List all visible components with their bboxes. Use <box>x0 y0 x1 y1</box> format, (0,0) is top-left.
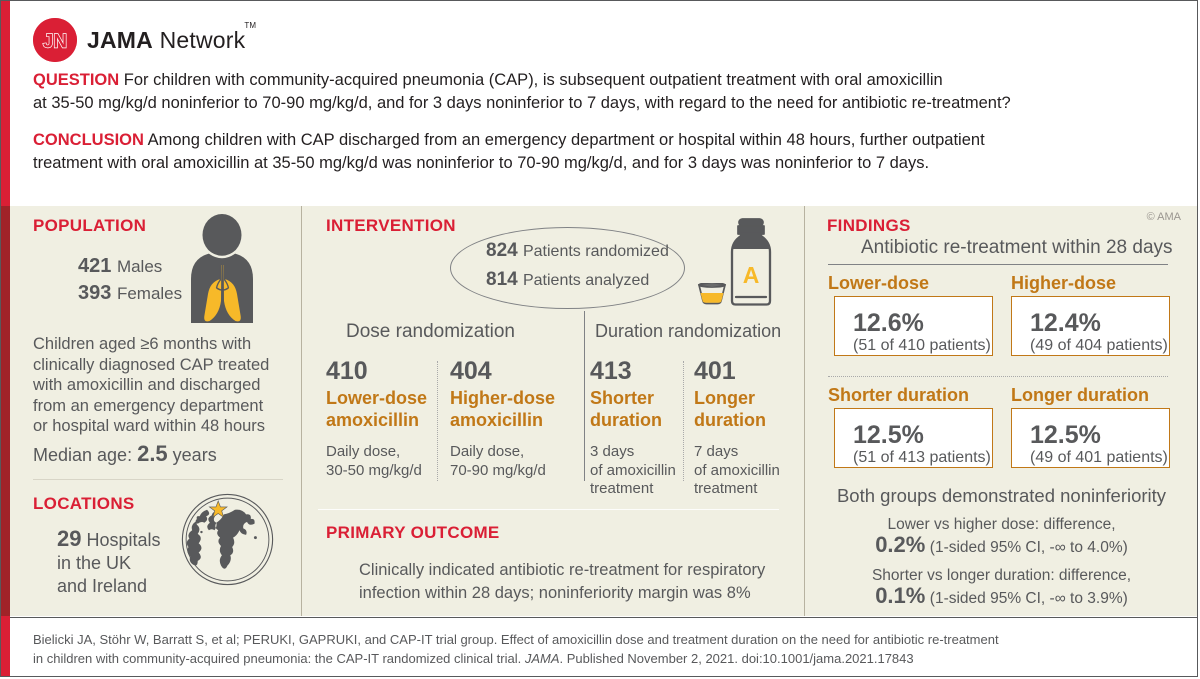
svg-text:A: A <box>743 262 760 288</box>
svg-text:JN: JN <box>43 32 67 53</box>
